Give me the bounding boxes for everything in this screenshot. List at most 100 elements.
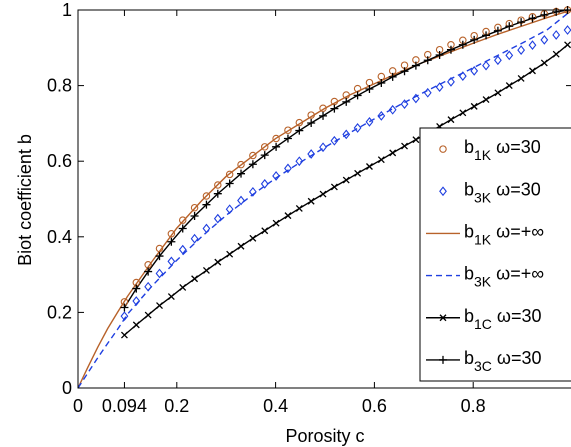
x-tick-label: 0.6 xyxy=(362,396,387,416)
data-point xyxy=(249,151,257,160)
data-point xyxy=(423,87,432,98)
legend: b1K ω=30 b3K ω=30 b1K ω=+∞ b3K ω=+∞ b1C ω=30… xyxy=(419,127,571,382)
legend-label: b3C ω=30 xyxy=(464,348,542,374)
data-point xyxy=(272,219,280,227)
data-point xyxy=(365,85,374,94)
y-tick-label: 0.4 xyxy=(47,227,72,247)
x-tick-label: 0.4 xyxy=(263,396,288,416)
data-point xyxy=(389,149,397,157)
data-point xyxy=(295,126,304,135)
data-point xyxy=(295,156,304,167)
data-point xyxy=(260,178,269,189)
data-point xyxy=(342,176,350,184)
data-point xyxy=(505,50,514,61)
data-point xyxy=(517,45,526,55)
data-point xyxy=(190,203,199,212)
legend-label: b1K ω=30 xyxy=(464,137,541,163)
data-point xyxy=(213,189,222,198)
series-line-1k-2 xyxy=(77,9,571,389)
legend-item: b3K ω=30 xyxy=(439,179,541,205)
data-point xyxy=(284,212,292,220)
data-point xyxy=(237,195,245,206)
data-point xyxy=(178,216,187,224)
legend-item: b1C ω=30 xyxy=(426,306,542,332)
data-point xyxy=(330,135,339,146)
data-point xyxy=(353,91,362,100)
data-point xyxy=(493,55,502,66)
x-axis: 0 0.094 0.2 0.4 0.6 0.8 xyxy=(73,10,486,416)
data-point xyxy=(237,242,245,250)
data-point xyxy=(202,266,210,274)
data-point xyxy=(307,197,315,205)
data-point xyxy=(295,118,304,127)
data-point xyxy=(272,134,280,143)
data-point xyxy=(156,302,163,310)
data-point xyxy=(482,31,491,40)
data-point xyxy=(411,61,420,70)
data-point xyxy=(307,119,316,128)
data-point xyxy=(563,25,571,35)
legend-marker xyxy=(439,145,447,153)
data-point xyxy=(260,143,269,151)
legend-box xyxy=(419,127,571,382)
series-markers-4 xyxy=(120,41,571,339)
data-point xyxy=(459,109,467,117)
data-point xyxy=(283,134,292,143)
data-point xyxy=(190,233,199,244)
data-point xyxy=(517,74,525,82)
data-point xyxy=(493,26,502,35)
x-tick-label: 0.094 xyxy=(102,396,147,416)
data-point xyxy=(412,136,420,144)
data-point xyxy=(226,250,234,258)
data-point xyxy=(365,117,374,127)
data-point xyxy=(446,45,455,54)
data-point xyxy=(377,156,385,164)
data-point xyxy=(400,67,409,76)
data-point xyxy=(132,284,141,293)
data-point xyxy=(319,104,327,113)
data-point xyxy=(330,183,338,191)
data-point xyxy=(435,82,444,92)
legend-item: b1K ω=30 xyxy=(439,137,541,163)
data-point xyxy=(248,186,257,197)
x-axis-label: Porosity c xyxy=(285,426,364,446)
data-point xyxy=(272,171,280,181)
data-point xyxy=(319,190,327,198)
data-point xyxy=(179,283,187,291)
data-point xyxy=(552,7,561,16)
data-point xyxy=(155,244,164,253)
data-point xyxy=(447,116,455,124)
data-point xyxy=(132,321,140,329)
data-point xyxy=(319,111,328,120)
y-tick-label: 0.2 xyxy=(47,302,72,322)
legend-item: b1K ω=+∞ xyxy=(426,221,544,247)
legend-item: b3K ω=+∞ xyxy=(426,264,544,290)
legend-label: b1C ω=30 xyxy=(464,306,542,332)
data-point xyxy=(366,163,373,170)
data-point xyxy=(225,170,234,179)
data-point xyxy=(528,14,537,23)
legend-marker xyxy=(439,355,447,364)
data-point xyxy=(307,111,315,119)
data-point xyxy=(261,227,269,235)
data-point xyxy=(144,311,152,319)
data-point xyxy=(202,200,211,209)
data-point xyxy=(120,331,128,339)
data-point xyxy=(423,56,432,65)
data-point xyxy=(353,123,362,133)
data-point xyxy=(167,256,176,267)
data-point xyxy=(202,223,211,234)
data-point xyxy=(458,71,467,82)
y-axis: 0 0.2 0.4 0.6 0.8 1 xyxy=(47,0,571,398)
data-point xyxy=(167,293,175,300)
legend-item: b3C ω=30 xyxy=(426,348,542,374)
data-point xyxy=(191,275,199,283)
data-point xyxy=(482,96,490,104)
plot-frame xyxy=(77,9,571,389)
data-point xyxy=(249,234,257,242)
data-point xyxy=(401,142,408,150)
data-point xyxy=(552,50,560,58)
series-markers-1 xyxy=(120,25,571,322)
data-point xyxy=(470,102,478,110)
data-point xyxy=(342,97,351,106)
